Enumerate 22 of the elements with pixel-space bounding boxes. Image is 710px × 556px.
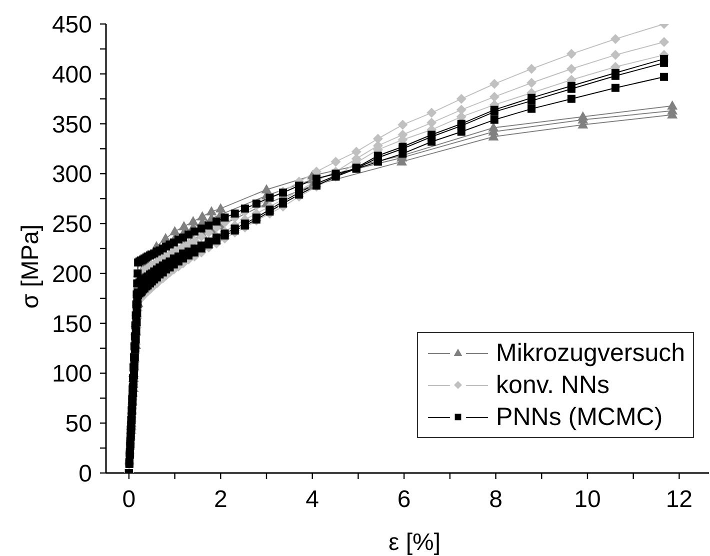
x-tick-label: 10 [574, 486, 601, 514]
y-tick-label: 400 [52, 61, 92, 88]
x-tick-label: 4 [306, 486, 320, 514]
x-tick-label: 2 [214, 486, 228, 514]
y-tick-label: 50 [65, 410, 92, 438]
y-tick-label: 300 [52, 161, 92, 188]
x-tick-label: 8 [489, 486, 502, 514]
legend-label: Mikrozugversuch [496, 338, 685, 369]
x-tick-label: 6 [397, 486, 411, 514]
y-tick-label: 0 [78, 460, 92, 488]
y-tick-label: 200 [52, 260, 92, 288]
y-tick-label: 450 [52, 12, 92, 39]
y-tick-label: 350 [52, 111, 92, 138]
legend-label: PNNs (MCMC) [496, 402, 663, 433]
y-tick-label: 250 [52, 211, 92, 238]
y-tick-label: 150 [52, 310, 92, 338]
y-tick-label: 100 [52, 360, 92, 388]
x-axis-title: ε [%] [388, 529, 441, 556]
y-axis-title: σ [MPa] [16, 224, 44, 309]
x-tick-label: 12 [666, 486, 693, 514]
legend-label: konv. NNs [496, 370, 610, 401]
x-tick-label: 0 [122, 486, 136, 514]
